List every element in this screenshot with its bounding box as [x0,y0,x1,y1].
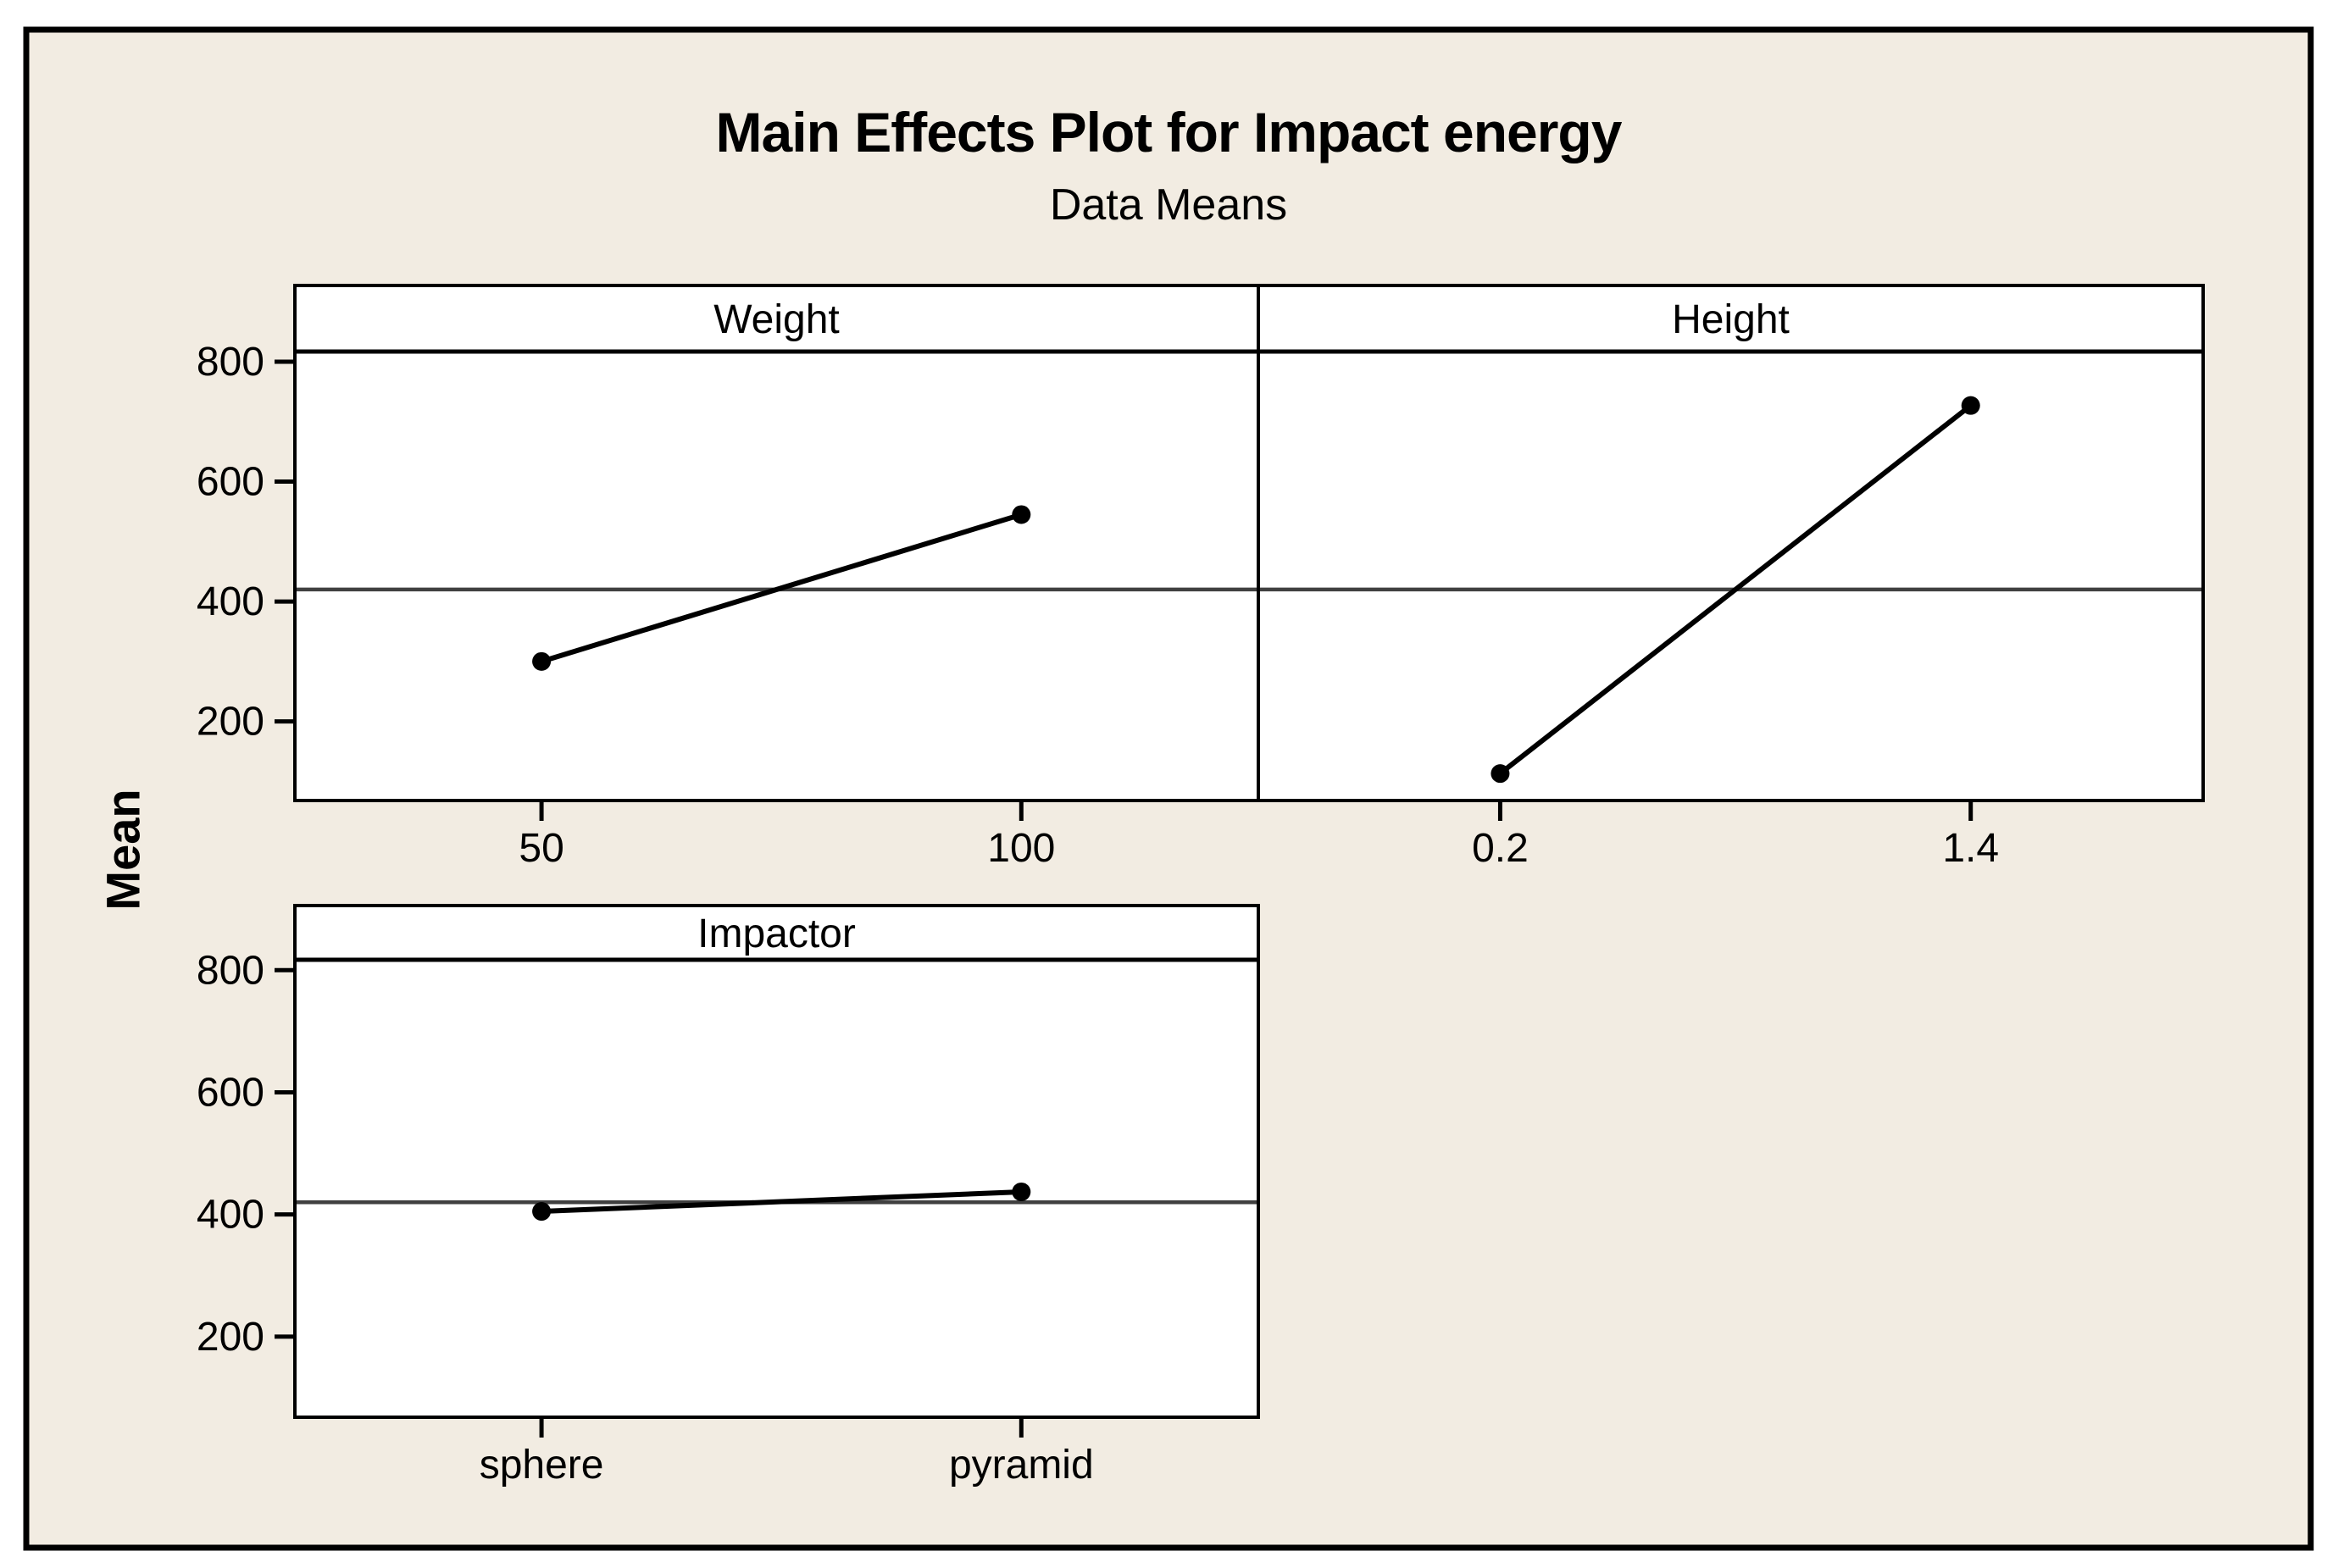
y-tick-label: 600 [197,1070,264,1115]
y-tick-label: 400 [197,579,264,624]
panel-height [1257,284,2205,802]
y-tick-label: 200 [197,1315,264,1360]
y-tick-label: 800 [197,948,264,993]
y-tick-label: 400 [197,1193,264,1238]
data-point [1012,1182,1031,1201]
y-tick-label: 200 [197,700,264,745]
data-point [1491,764,1510,784]
data-point [532,1202,552,1222]
panel-weight [293,284,1260,802]
chart-subtitle: Data Means [1049,180,1288,230]
data-line-impactor [541,1188,1022,1215]
y-axis-label: Mean [96,789,150,911]
y-tick-label: 600 [197,460,264,505]
y-tick-label: 800 [197,340,264,385]
chart-title: Main Effects Plot for Impact energy [715,101,1623,163]
x-tick-label-50: 50 [519,826,563,871]
data-point [532,651,552,671]
x-tick-label-1_4: 1.4 [1942,826,1999,871]
data-point [1961,396,1980,415]
data-point [1012,505,1031,524]
data-line-weight [541,512,1023,664]
panel-header-weight: Weight [713,297,840,342]
x-tick-label-pyramid: pyramid [949,1443,1094,1488]
x-tick-label-0_2: 0.2 [1472,826,1529,871]
data-line-height [1498,403,1973,776]
panel-header-height: Height [1672,297,1790,342]
x-tick-label-sphere: sphere [480,1443,604,1488]
panel-impactor [293,904,1260,1419]
panel-header-impactor: Impactor [697,911,856,956]
x-tick-label-100: 100 [987,826,1055,871]
